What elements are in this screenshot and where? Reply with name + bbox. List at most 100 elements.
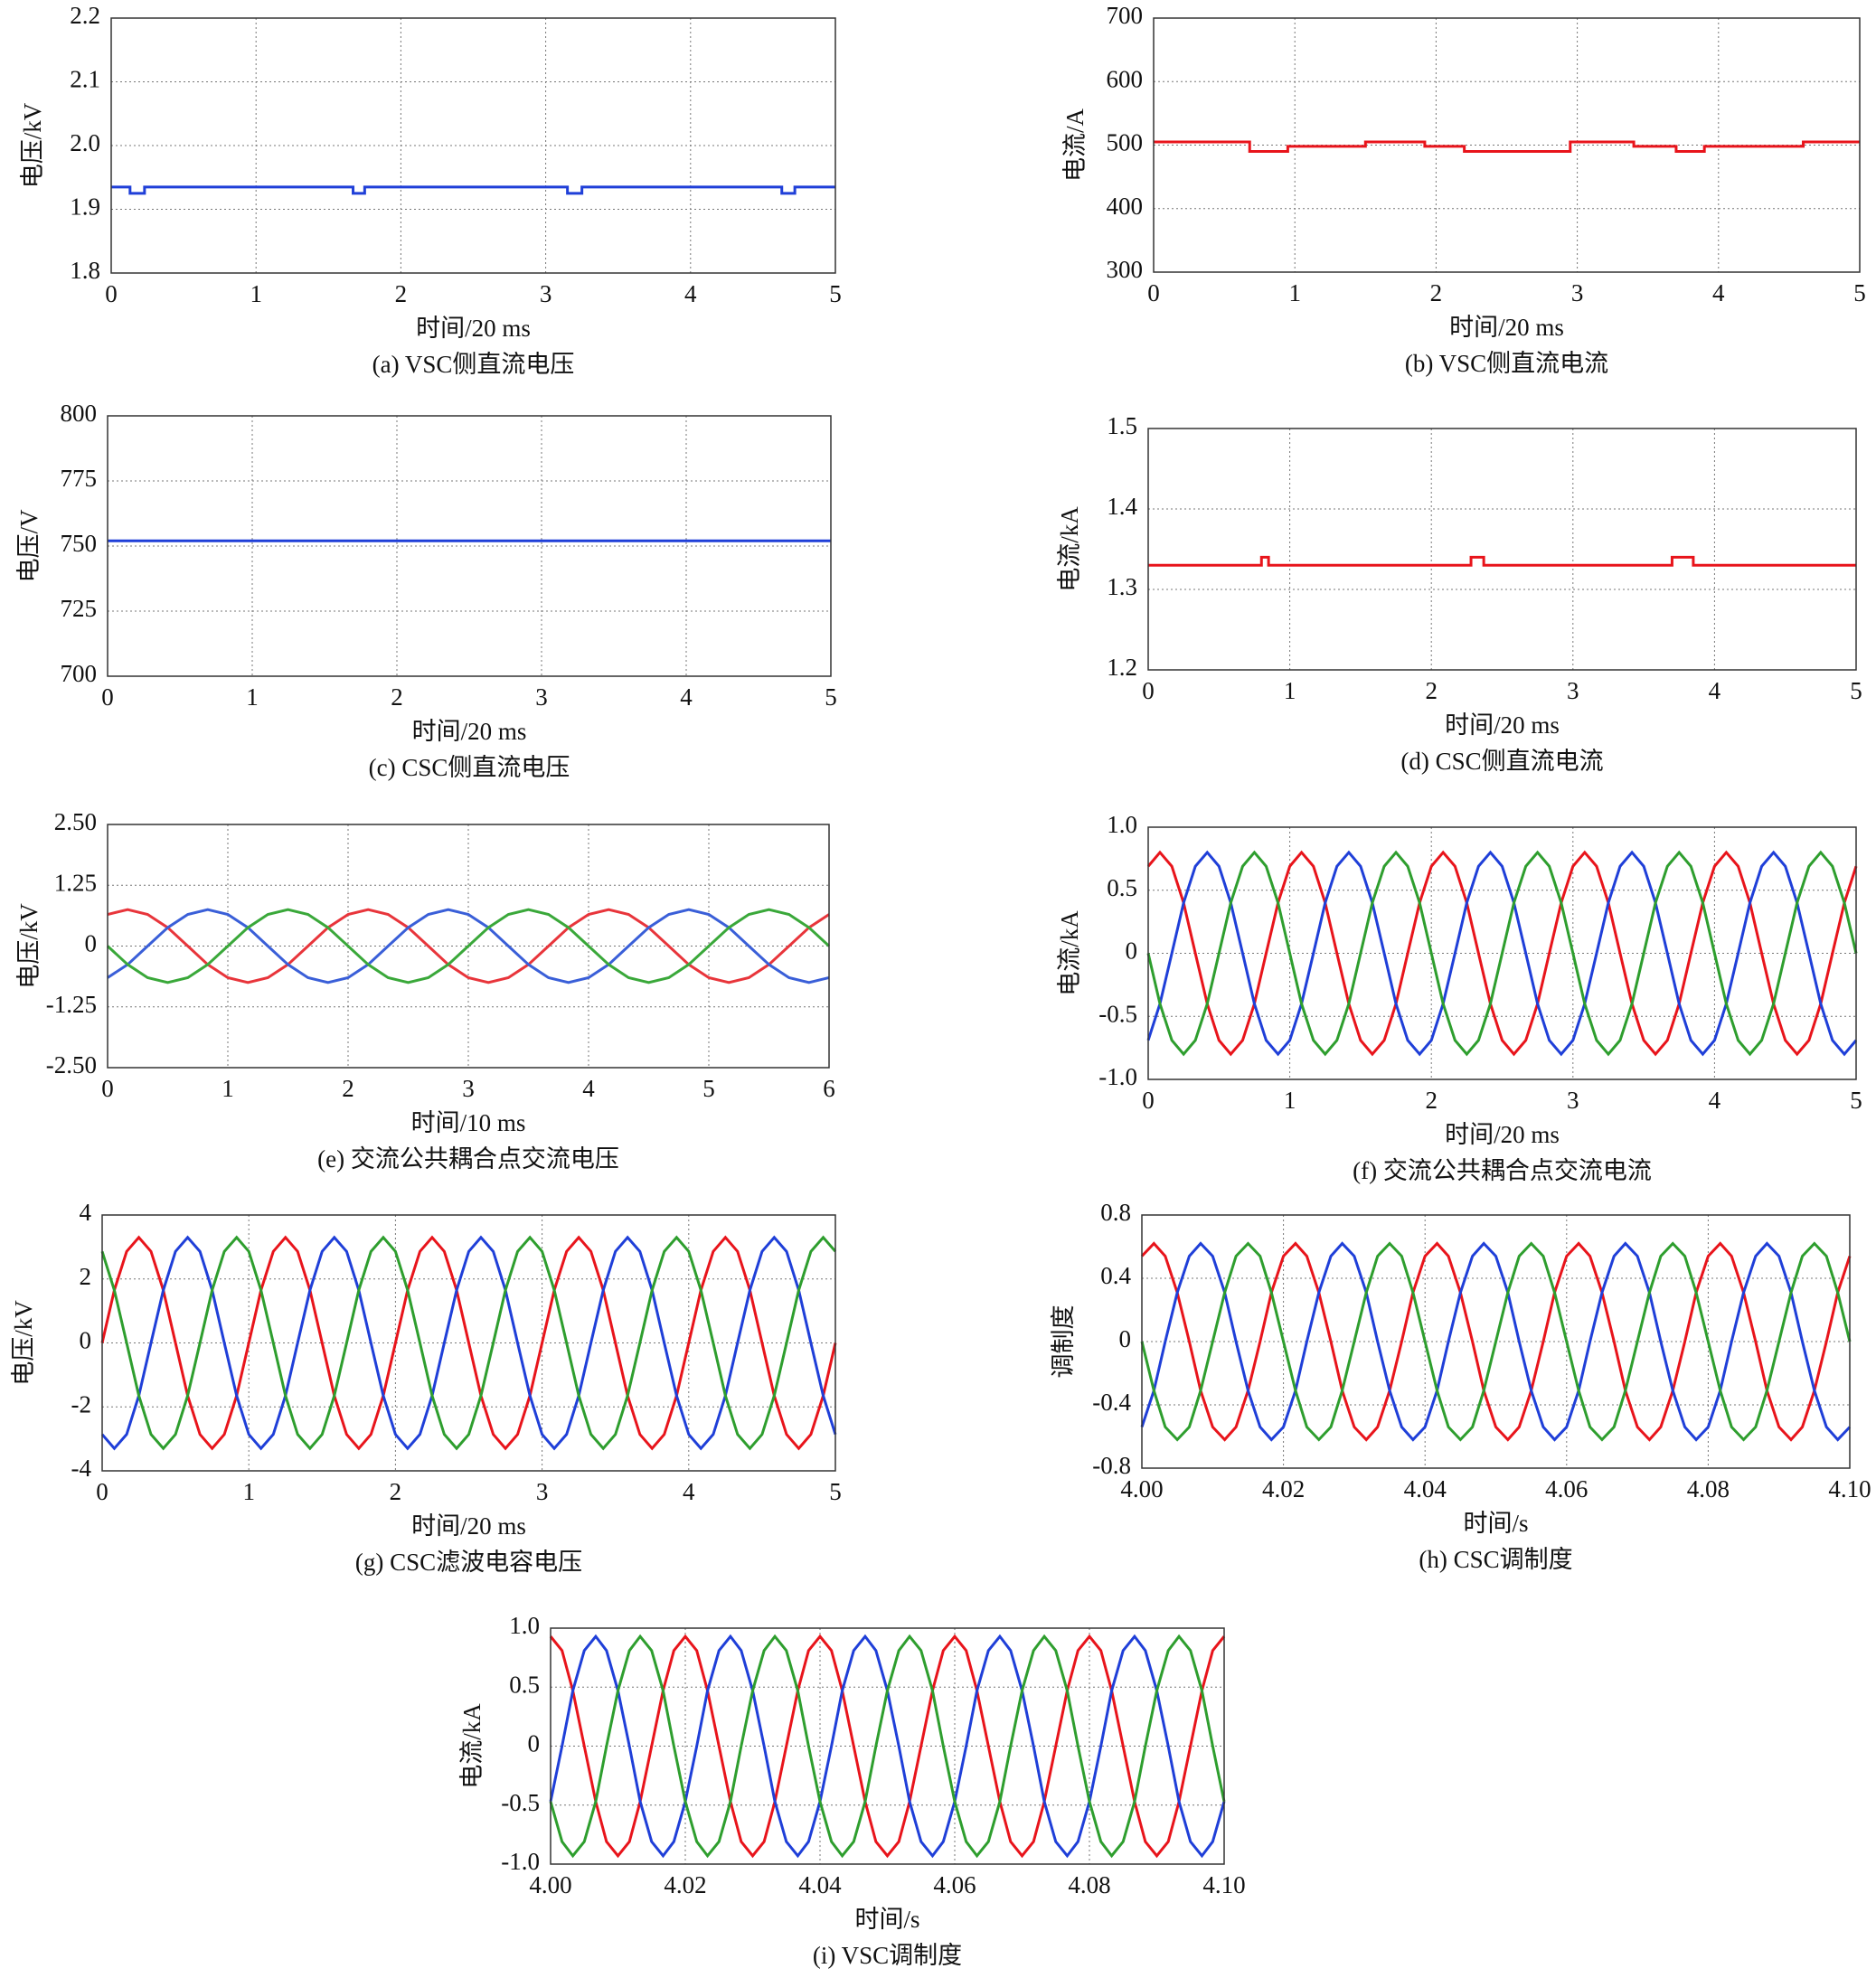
chart-title: (b) VSC侧直流电流: [1405, 350, 1608, 377]
y-tick-label: 1.2: [1107, 654, 1137, 681]
y-tick-label: 600: [1107, 65, 1144, 92]
x-tick-label: 4: [683, 1478, 695, 1505]
plot-frame: [110, 17, 836, 274]
y-tick-label: 1.9: [70, 193, 100, 221]
y-tick-label: -4: [71, 1455, 92, 1482]
series-line: [1140, 1241, 1852, 1442]
series-line: [106, 908, 831, 984]
x-tick-label: 4.08: [1068, 1871, 1110, 1898]
y-tick-label: 775: [61, 465, 98, 492]
y-tick-label: 0.5: [509, 1671, 540, 1698]
x-axis-label: 时间/20 ms: [1445, 1121, 1560, 1148]
y-tick-label: 700: [61, 660, 98, 687]
chart-title: (d) CSC侧直流电流: [1400, 748, 1603, 775]
x-tick-label: 4.02: [664, 1871, 706, 1898]
y-tick-label: 2.1: [70, 66, 100, 93]
y-axis-label: 电流/kA: [458, 1703, 485, 1789]
y-tick-label: 0: [85, 930, 98, 957]
x-tick-label: 4: [582, 1075, 595, 1102]
series-line: [549, 1634, 1226, 1859]
x-tick-label: 1: [1284, 1087, 1296, 1114]
y-tick-label: 1.4: [1107, 493, 1137, 520]
x-tick-label: 4.10: [1202, 1871, 1245, 1898]
plot-frame: [1141, 1214, 1851, 1469]
plot-frame: [1153, 17, 1861, 273]
x-tick-label: 3: [536, 1478, 549, 1505]
series-line: [1140, 1241, 1852, 1442]
y-tick-label: 0: [80, 1327, 92, 1354]
x-tick-label: 0: [1142, 1087, 1155, 1114]
y-tick-label: 500: [1107, 129, 1144, 156]
y-tick-label: 1.25: [54, 869, 97, 896]
x-tick-label: 4.10: [1828, 1475, 1871, 1502]
plot-frame: [1147, 826, 1857, 1080]
y-axis-label: 电压/kV: [19, 102, 46, 188]
series-line: [1140, 1241, 1852, 1442]
x-tick-label: 0: [96, 1478, 108, 1505]
x-tick-label: 3: [462, 1075, 475, 1102]
x-tick-label: 2: [391, 683, 403, 711]
x-tick-label: 4: [684, 280, 697, 307]
x-tick-label: 4.04: [1404, 1475, 1447, 1502]
y-tick-label: -0.4: [1092, 1389, 1131, 1416]
x-tick-label: 3: [540, 280, 552, 307]
chart-title: (a) VSC侧直流电压: [372, 351, 575, 378]
x-tick-label: 3: [1567, 1087, 1579, 1114]
x-tick-label: 4.02: [1262, 1475, 1305, 1502]
x-tick-label: 1: [250, 280, 262, 307]
x-tick-label: 1: [222, 1075, 234, 1102]
y-axis-label: 电压/kV: [10, 1300, 37, 1386]
y-tick-label: 2.50: [54, 808, 97, 835]
x-tick-label: 4: [1709, 677, 1721, 704]
x-tick-label: 4: [680, 683, 693, 711]
y-tick-label: 0.8: [1100, 1199, 1131, 1226]
y-axis-label: 电流/A: [1061, 108, 1089, 182]
y-tick-label: 2.2: [70, 2, 100, 29]
series-line: [100, 1235, 837, 1451]
y-axis-label: 电流/kA: [1056, 506, 1083, 592]
y-tick-label: 2: [80, 1263, 92, 1290]
plot-frame: [107, 415, 832, 677]
x-axis-label: 时间/20 ms: [1445, 711, 1560, 739]
series-line: [1146, 850, 1858, 1057]
x-tick-label: 5: [1850, 1087, 1862, 1114]
x-tick-label: 1: [242, 1478, 255, 1505]
plot-frame: [101, 1214, 836, 1472]
y-axis-label: 电流/kA: [1056, 910, 1083, 996]
y-tick-label: 0.4: [1100, 1262, 1131, 1289]
x-tick-label: 6: [823, 1075, 835, 1102]
y-tick-label: 0: [528, 1730, 541, 1757]
x-axis-label: 时间/10 ms: [411, 1109, 526, 1136]
x-tick-label: 0: [101, 683, 114, 711]
x-tick-label: 2: [1430, 279, 1443, 306]
x-axis-label: 时间/20 ms: [416, 315, 531, 342]
x-tick-label: 3: [1567, 677, 1579, 704]
x-tick-label: 4: [1712, 279, 1725, 306]
plot-frame: [107, 824, 830, 1069]
chart-title: (e) 交流公共耦合点交流电压: [317, 1145, 619, 1173]
x-tick-label: 1: [1288, 279, 1301, 306]
series-line: [1146, 850, 1858, 1057]
chart-title: (f) 交流公共耦合点交流电流: [1353, 1157, 1652, 1184]
series-line: [111, 185, 835, 195]
y-tick-label: 1.0: [1107, 811, 1137, 838]
y-tick-label: 750: [61, 530, 98, 557]
x-tick-label: 5: [1853, 279, 1866, 306]
x-tick-label: 4: [1709, 1087, 1721, 1114]
x-axis-label: 时间/s: [854, 1906, 919, 1933]
x-tick-label: 5: [702, 1075, 715, 1102]
series-line: [107, 908, 830, 984]
y-tick-label: -2: [71, 1390, 92, 1418]
y-tick-label: 800: [61, 400, 98, 427]
x-tick-label: 1: [1284, 677, 1296, 704]
series-line: [100, 1235, 837, 1451]
x-tick-label: 0: [105, 280, 118, 307]
series-line: [100, 1235, 837, 1451]
x-tick-label: 0: [1142, 677, 1155, 704]
x-tick-label: 2: [342, 1075, 354, 1102]
chart-title: (c) CSC侧直流电压: [369, 754, 570, 781]
series-line: [1146, 850, 1858, 1057]
x-tick-label: 1: [246, 683, 259, 711]
y-tick-label: -1.0: [501, 1848, 540, 1875]
